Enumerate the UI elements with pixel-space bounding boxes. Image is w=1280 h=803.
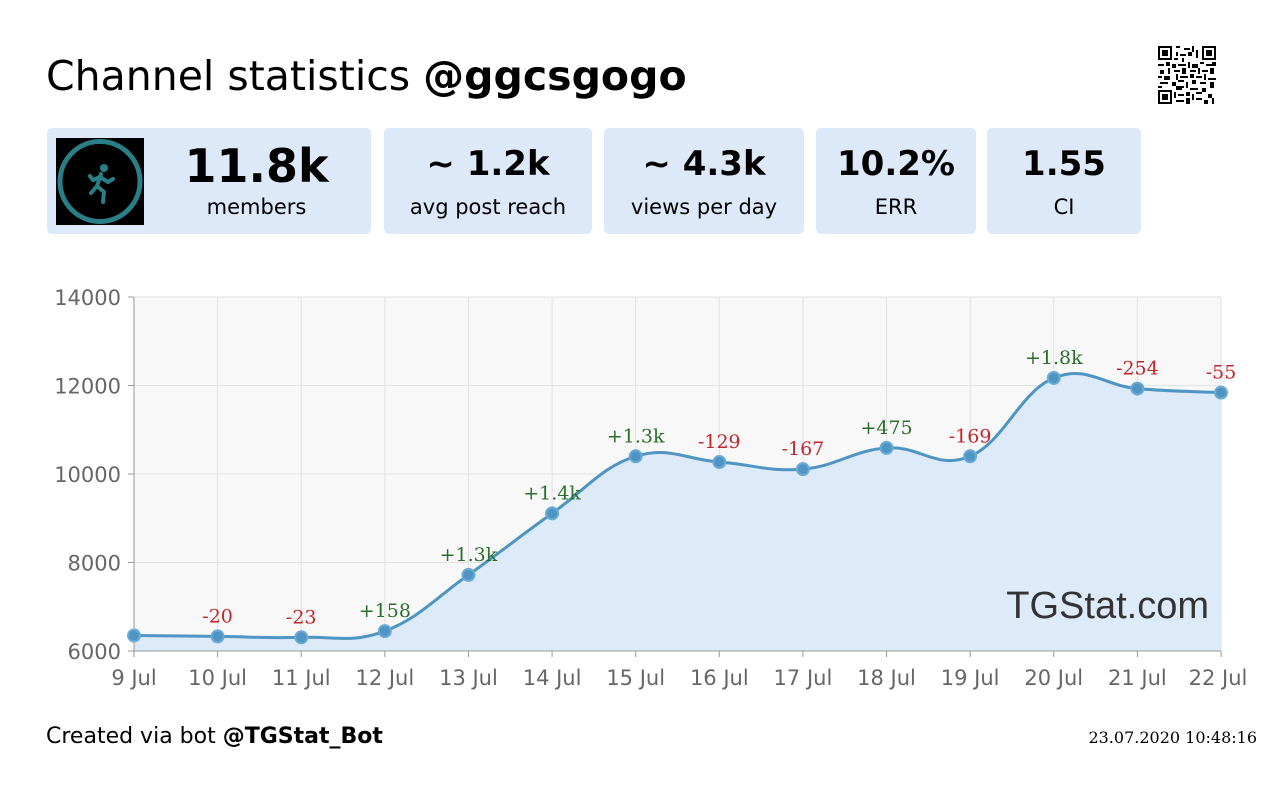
y-tick-label: 6000	[68, 640, 121, 664]
ci-card: 1.55 CI	[987, 128, 1141, 234]
data-point	[628, 449, 643, 464]
channel-avatar	[56, 138, 144, 225]
err-label: ERR	[874, 195, 918, 219]
data-point	[963, 449, 978, 464]
bot-handle-link[interactable]: @TGStat_Bot	[222, 724, 383, 749]
avg-post-reach-card: ~ 1.2k avg post reach	[384, 128, 592, 234]
data-label: -20	[202, 605, 233, 627]
avg-post-reach-label: avg post reach	[409, 195, 567, 219]
x-tick-label: 17 Jul	[774, 666, 833, 690]
data-point	[712, 455, 727, 470]
y-tick-label: 12000	[54, 375, 121, 399]
data-label: +475	[860, 417, 912, 439]
channel-handle: @ggcsgogo	[423, 52, 687, 100]
data-point	[1214, 385, 1228, 400]
x-tick-label: 11 Jul	[272, 666, 331, 690]
members-card: 11.8k members	[47, 128, 371, 234]
title-prefix: Channel statistics	[46, 52, 411, 100]
data-point	[1130, 381, 1145, 396]
x-tick-label: 18 Jul	[857, 666, 916, 690]
data-label: -167	[782, 438, 825, 460]
data-point	[127, 628, 141, 643]
x-tick-label: 21 Jul	[1108, 666, 1167, 690]
y-tick-label: 8000	[68, 552, 121, 576]
qr-code-icon	[1158, 46, 1216, 104]
x-tick-label: 9 Jul	[111, 666, 156, 690]
data-label: -55	[1206, 362, 1237, 384]
data-point	[294, 630, 309, 645]
timestamp: 23.07.2020 10:48:16	[1088, 728, 1257, 747]
members-label: members	[206, 195, 307, 219]
views-per-day-value: ~ 4.3k	[642, 144, 766, 184]
data-label: +1.3k	[440, 544, 498, 566]
data-label: +158	[359, 600, 411, 622]
data-label: -23	[286, 606, 317, 628]
x-tick-label: 22 Jul	[1189, 666, 1248, 690]
x-tick-label: 14 Jul	[523, 666, 582, 690]
x-tick-label: 15 Jul	[606, 666, 665, 690]
x-tick-label: 12 Jul	[355, 666, 414, 690]
x-tick-label: 10 Jul	[188, 666, 247, 690]
data-point	[1046, 370, 1061, 385]
page-title: Channel statistics @ggcsgogo	[46, 48, 687, 104]
watermark: TGStat.com	[1006, 585, 1209, 627]
data-label: +1.3k	[607, 425, 665, 447]
views-per-day-card: ~ 4.3k views per day	[604, 128, 804, 234]
x-tick-label: 19 Jul	[941, 666, 1000, 690]
avg-post-reach-value: ~ 1.2k	[426, 144, 550, 184]
data-label: +1.4k	[523, 482, 581, 504]
ci-value: 1.55	[1022, 144, 1106, 184]
data-point	[795, 462, 810, 477]
data-label: -254	[1116, 358, 1159, 380]
y-tick-label: 10000	[54, 463, 121, 487]
ci-label: CI	[1053, 195, 1075, 219]
chart-area	[134, 373, 1221, 651]
x-tick-label: 16 Jul	[690, 666, 749, 690]
data-label: -169	[949, 425, 992, 447]
members-value: 11.8k	[184, 139, 329, 193]
data-point	[210, 629, 225, 644]
data-point	[879, 440, 894, 455]
data-point	[545, 506, 560, 521]
err-card: 10.2% ERR	[816, 128, 976, 234]
x-tick-label: 20 Jul	[1024, 666, 1083, 690]
footer-credit: Created via bot @TGStat_Bot	[46, 723, 383, 751]
data-point	[377, 624, 392, 639]
x-tick-label: 13 Jul	[439, 666, 498, 690]
views-per-day-label: views per day	[630, 195, 778, 219]
data-point	[461, 567, 476, 582]
err-value: 10.2%	[837, 144, 955, 184]
data-label: +1.8k	[1025, 347, 1083, 369]
running-man-icon	[57, 139, 143, 224]
chart-line	[133, 372, 1222, 640]
y-tick-label: 14000	[54, 286, 121, 310]
footer-created-via: Created via bot	[46, 724, 216, 749]
data-label: -129	[698, 431, 741, 453]
